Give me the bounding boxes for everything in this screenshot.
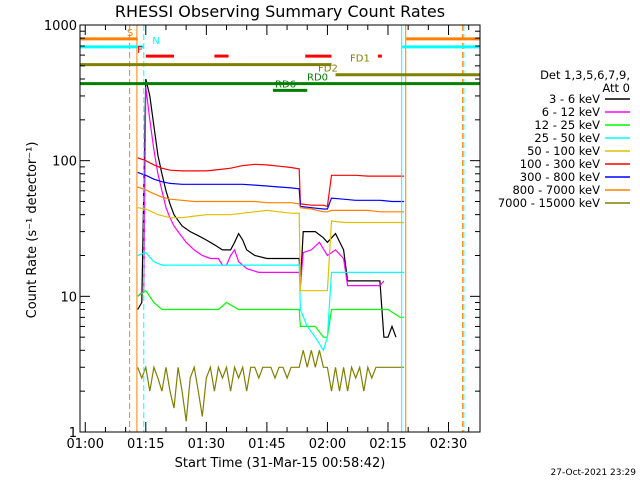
x-tick-label-0: 01:00 [67, 437, 104, 452]
axes-layer: 1 10 100 1000 01:00 01:15 01:30 01:45 02:00 02:15… [44, 19, 481, 452]
flag-label-fd2: FD2 [318, 64, 338, 75]
y-tick-label-3: 1000 [44, 19, 77, 34]
legend-label-2: 12 - 25 keV [534, 118, 600, 132]
x-tick-label-2: 01:30 [188, 437, 225, 452]
series-line-1 [137, 86, 385, 297]
legend-label-0: 3 - 6 keV [549, 92, 600, 106]
series-line-8 [137, 350, 405, 422]
series-line-6 [137, 171, 405, 210]
x-tick-label-5: 02:15 [369, 437, 406, 452]
chart-title: RHESSI Observing Summary Count Rates [115, 2, 445, 21]
x-tick-label-3: 01:45 [248, 437, 285, 452]
legend-label-6: 300 - 800 keV [520, 170, 600, 184]
vertical-markers-layer [129, 25, 465, 432]
series-layer [137, 78, 405, 422]
legend-label-8: 7000 - 15000 keV [498, 196, 600, 210]
flag-label-rd6: RD6 [275, 79, 296, 90]
flag-label-n: N [152, 36, 159, 47]
legend-label-3: 25 - 50 keV [534, 131, 600, 145]
flag-label-rd0: RD0 [307, 73, 328, 84]
series-line-0 [137, 78, 397, 338]
y-tick-label-1: 10 [60, 290, 77, 305]
x-tick-label-6: 02:30 [430, 437, 467, 452]
flag-label-s: S [127, 28, 133, 39]
legend-label-1: 6 - 12 keV [542, 105, 600, 119]
series-line-4 [137, 207, 405, 292]
flag-label-f: F [137, 45, 143, 56]
x-tick-label-4: 02:00 [309, 437, 346, 452]
legend-label-7: 800 - 7000 keV [512, 183, 600, 197]
flag-label-fd1: FD1 [350, 54, 370, 65]
y-tick-label-0: 1 [69, 426, 77, 441]
series-line-5 [137, 157, 405, 208]
legend-label-4: 50 - 100 keV [527, 144, 600, 158]
series-line-7 [137, 186, 405, 213]
legend-header-line-2: Att 0 [602, 81, 630, 95]
series-line-2 [137, 289, 405, 338]
plot-frame [79, 24, 481, 433]
series-line-3 [137, 251, 405, 352]
legend-label-5: 100 - 300 keV [520, 157, 600, 171]
y-tick-label-2: 100 [52, 155, 77, 170]
legend-header-line-1: Det 1,3,5,6,7,9, [540, 68, 630, 82]
footer-date: 27-Oct-2021 23:29 [551, 468, 637, 478]
x-tick-label-1: 01:15 [127, 437, 164, 452]
x-axis-label: Start Time (31-Mar-15 00:58:42) [175, 456, 386, 471]
y-axis-label: Count Rate (s⁻¹ detector⁻¹) [25, 142, 40, 319]
